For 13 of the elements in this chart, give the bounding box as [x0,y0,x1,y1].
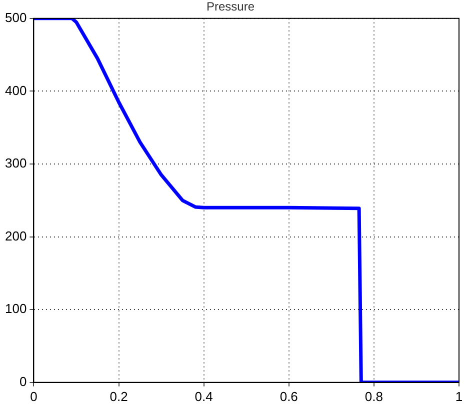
x-tick-label: 0 [30,388,38,404]
x-tick-label: 0.6 [280,388,298,404]
y-tick-label: 100 [4,301,27,316]
y-tick-label: 0 [19,374,27,389]
y-tick-label: 300 [4,156,27,171]
x-tick-label: 1 [455,388,463,404]
y-tick-label: 500 [4,10,27,25]
y-tick-label: 400 [4,82,27,98]
y-tick-label: 200 [4,228,27,244]
chart-title: Pressure [206,0,255,14]
x-tick-label: 0.4 [194,388,213,404]
x-tick-label: 0.8 [364,388,383,404]
x-tick-label: 0.2 [110,388,128,404]
